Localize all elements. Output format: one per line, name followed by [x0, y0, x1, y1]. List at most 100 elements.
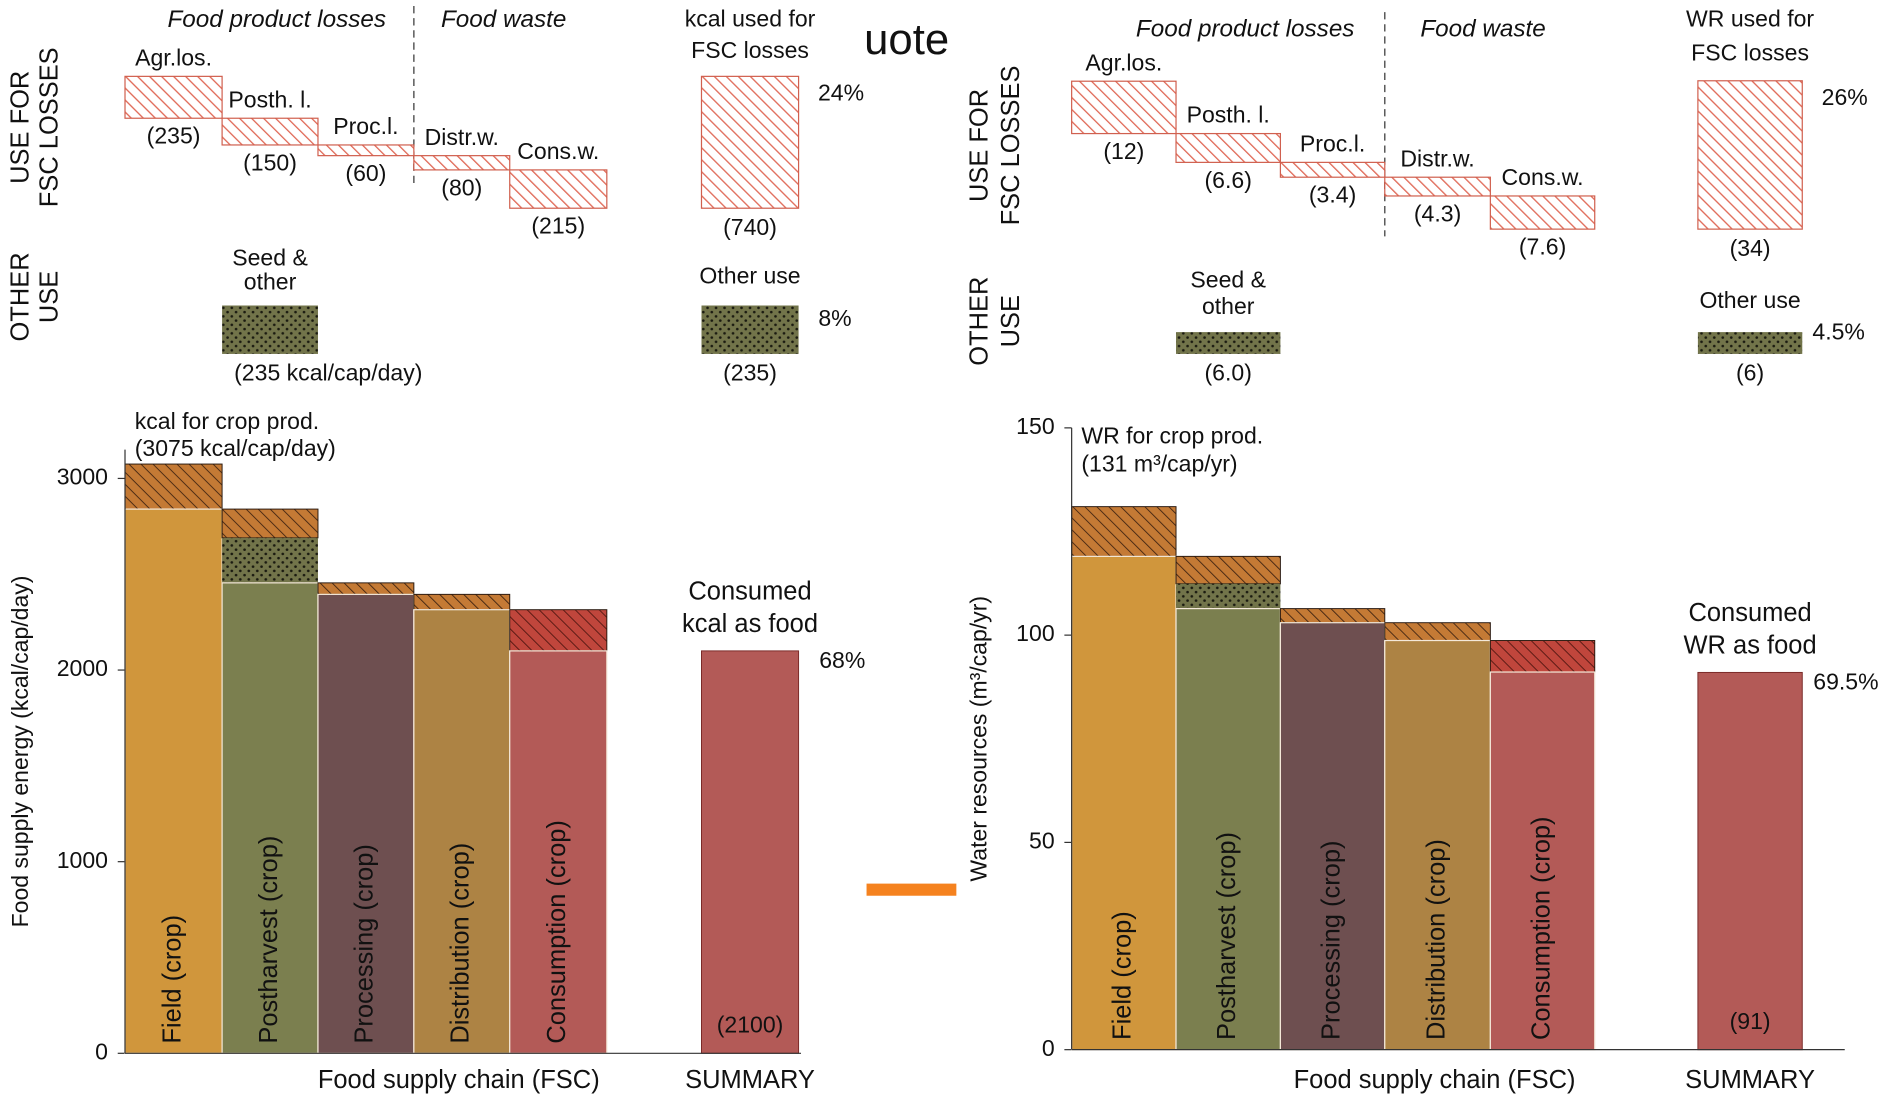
loss-value-label: (60): [345, 160, 386, 186]
consumed-label: (2100): [717, 1012, 784, 1038]
stage-block: [317, 593, 415, 1054]
stage-loss: [413, 593, 511, 611]
other-use-bar: [222, 305, 318, 354]
other-title: Seed &: [232, 244, 308, 270]
loss-category: Proc.l.: [333, 113, 398, 139]
loss-summary-title: FSC losses: [691, 37, 809, 63]
loss-value-label: (80): [441, 174, 482, 200]
loss-category: Agr.los.: [135, 44, 212, 70]
row-label: USE: [36, 271, 64, 323]
y-tick-label: 150: [1016, 413, 1054, 439]
stage-label: Distribution (crop): [447, 843, 475, 1044]
total-label: (3075 kcal/cap/day): [135, 435, 336, 461]
loss-bar: [1384, 176, 1491, 197]
stage-label: Field (crop): [1109, 911, 1137, 1040]
other-share: 4.5%: [1812, 318, 1865, 344]
loss-value-label: (235): [147, 123, 201, 149]
other-share: 8%: [818, 305, 851, 331]
loss-value-label: (3.4): [1309, 182, 1356, 208]
total-title: kcal for crop prod.: [135, 408, 319, 434]
loss-summary-title: FSC losses: [1691, 40, 1809, 66]
total-label: (131 m³/cap/yr): [1081, 451, 1237, 477]
stage-loss: [1071, 506, 1177, 557]
stage-loss: [1175, 555, 1281, 585]
consumed-title: Consumed: [1688, 599, 1811, 627]
loss-category: Posth. l.: [228, 86, 311, 112]
stage-label: Distribution (crop): [1422, 839, 1450, 1040]
loss-total-bar: [700, 75, 800, 209]
stage-label: Consumption (crop): [543, 820, 571, 1044]
loss-total-label: (34): [1730, 235, 1771, 261]
loss-category: Cons.w.: [517, 138, 599, 164]
fragment-text: uote: [864, 15, 949, 64]
section-header: Food product losses: [167, 6, 386, 33]
loss-category: Posth. l.: [1187, 102, 1270, 128]
other-title: other: [244, 269, 297, 295]
row-label: USE FOR: [965, 89, 993, 202]
loss-value-label: (7.6): [1519, 234, 1566, 260]
stage-block: [509, 650, 608, 1054]
loss-bar: [1489, 195, 1596, 230]
loss-bar: [1071, 80, 1177, 135]
loss-value-label: (150): [243, 149, 297, 175]
stage-loss: [317, 582, 415, 595]
stage-block: [413, 609, 511, 1054]
loss-bar: [317, 144, 415, 157]
other-value-label: (6.0): [1205, 360, 1252, 386]
row-label: FSC LOSSES: [997, 66, 1025, 226]
loss-share: 26%: [1822, 84, 1868, 110]
row-label: FSC LOSSES: [36, 47, 64, 207]
loss-total-bar: [1697, 80, 1803, 230]
stage-label: Processing (crop): [1317, 841, 1345, 1040]
y-tick-label: 100: [1016, 620, 1054, 646]
section-header: Food waste: [1420, 16, 1545, 43]
loss-share: 24%: [818, 80, 864, 106]
other-summary-title: Other use: [699, 263, 800, 289]
consumed-bar: [701, 650, 800, 1054]
stage-block: [1279, 622, 1386, 1051]
loss-category: Distr.w.: [1400, 145, 1474, 171]
loss-summary-title: kcal used for: [685, 6, 816, 32]
stage-label: Processing (crop): [351, 844, 379, 1043]
loss-bar: [1279, 161, 1386, 178]
consumed-share: 68%: [819, 647, 865, 673]
other-total-label: (235): [723, 360, 777, 386]
total-title: WR for crop prod.: [1081, 423, 1263, 449]
loss-bar: [509, 169, 608, 209]
stage-label: Postharvest (crop): [255, 836, 283, 1044]
stage-label: Postharvest (crop): [1213, 832, 1241, 1040]
other-total-bar: [701, 305, 799, 354]
stage-block: [1175, 607, 1282, 1051]
section-header: Food product losses: [1136, 16, 1355, 43]
x-axis-label: Food supply chain (FSC): [1294, 1066, 1576, 1094]
consumed-bar: [1697, 671, 1803, 1051]
loss-bar: [221, 117, 319, 146]
other-total-label: (6): [1736, 360, 1764, 386]
x-axis-label: Food supply chain (FSC): [318, 1066, 600, 1094]
other-title: other: [1202, 293, 1255, 319]
stage-loss: [124, 463, 223, 510]
orange-dash: [866, 883, 957, 896]
loss-value-label: (6.6): [1205, 167, 1252, 193]
loss-category: Distr.w.: [425, 124, 499, 150]
loss-bar: [124, 75, 223, 119]
loss-value-label: (12): [1103, 138, 1144, 164]
stage-block: [1384, 639, 1491, 1051]
consumed-title: Consumed: [688, 577, 811, 605]
stage-block: [1489, 671, 1596, 1051]
summary-label: SUMMARY: [1685, 1066, 1815, 1094]
loss-category: Agr.los.: [1085, 49, 1162, 75]
stage-loss: [1279, 608, 1386, 624]
stage-other-use: [1176, 583, 1281, 609]
y-tick-label: 0: [95, 1038, 108, 1064]
stage-label: Field (crop): [158, 915, 186, 1044]
y-axis-label: Water resources (m³/cap/yr): [966, 596, 992, 882]
y-tick-label: 2000: [57, 655, 108, 681]
consumed-share: 69.5%: [1813, 668, 1878, 694]
loss-value-label: (215): [531, 213, 585, 239]
y-axis-label: Food supply energy (kcal/cap/day): [7, 576, 33, 928]
loss-category: Cons.w.: [1502, 164, 1584, 190]
loss-total-label: (740): [723, 214, 777, 240]
other-summary-title: Other use: [1699, 287, 1800, 313]
